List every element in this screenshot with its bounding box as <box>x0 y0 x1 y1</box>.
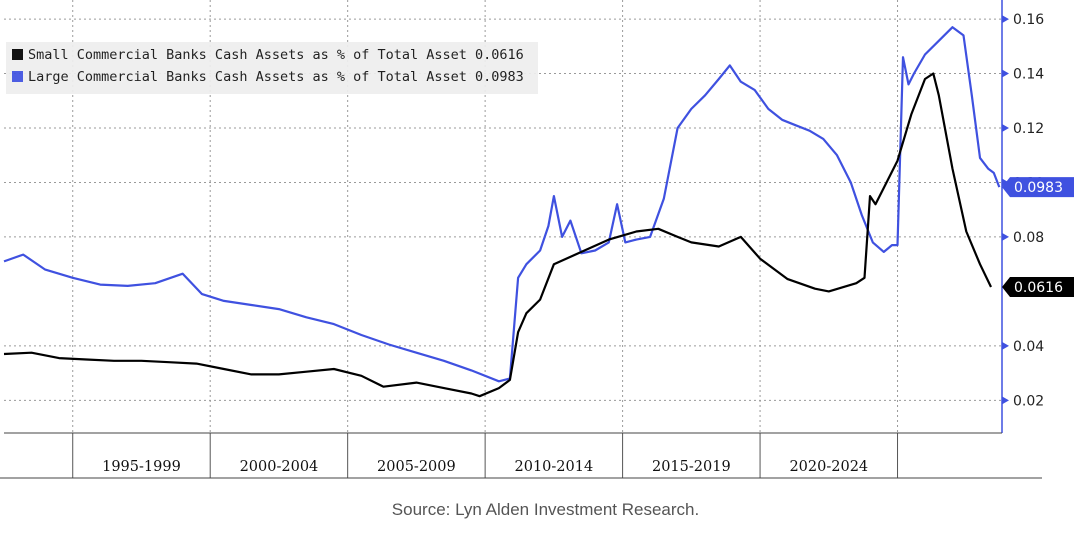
y-tick-label: 0.04 <box>1013 339 1044 355</box>
chart: 0.020.040.080.100.120.140.16 1995-199920… <box>0 0 1074 479</box>
series-line-small-banks <box>3 72 992 398</box>
y-axis-ticks: 0.020.040.080.100.120.140.16 <box>1002 12 1044 409</box>
last-value-label: 0.0616 <box>1014 280 1063 296</box>
grid <box>4 0 1002 433</box>
legend: Small Commercial Banks Cash Assets as % … <box>6 42 538 94</box>
period-separators <box>72 433 899 478</box>
x-period-label: 1995-1999 <box>102 459 181 475</box>
y-tick-label: 0.02 <box>1013 393 1044 409</box>
legend-label-large-banks: Large Commercial Banks Cash Assets as % … <box>28 69 467 85</box>
legend-value-large-banks: 0.0983 <box>475 69 524 85</box>
source-caption: Source: Lyn Alden Investment Research. <box>391 500 700 519</box>
y-tick-marker <box>1002 69 1009 78</box>
y-tick-marker <box>1002 178 1009 187</box>
x-period-label: 2005-2009 <box>377 459 456 475</box>
series-line-large-banks <box>3 26 1001 383</box>
last-value-box <box>1002 177 1074 198</box>
last-value-box <box>1002 277 1074 298</box>
legend-item-large-banks: Large Commercial Banks Cash Assets as % … <box>12 69 524 85</box>
legend-label-small-banks: Small Commercial Banks Cash Assets as % … <box>28 47 467 63</box>
last-value-markers: 0.0616 0.0983 <box>1002 177 1074 298</box>
y-tick-label: 0.08 <box>1013 230 1044 246</box>
x-period-label: 2010-2014 <box>515 459 594 475</box>
last-value-marker-small-banks: 0.0616 <box>1002 277 1074 298</box>
legend-swatch-blue <box>12 71 23 82</box>
y-tick-marker <box>1002 15 1009 24</box>
x-period-label: 2020-2024 <box>789 459 868 475</box>
y-tick-marker <box>1002 123 1009 132</box>
y-tick-label: 0.12 <box>1013 121 1044 137</box>
x-period-label: 2000-2004 <box>240 459 319 475</box>
x-period-label: 2015-2019 <box>652 459 731 475</box>
series-layer <box>3 26 1001 398</box>
y-tick-label: 0.14 <box>1013 67 1044 83</box>
legend-swatch-black <box>12 49 23 60</box>
y-tick-marker <box>1002 232 1009 241</box>
y-tick-marker <box>1002 341 1009 350</box>
x-period-labels: 1995-1999 2000-2004 2005-2009 2010-2014 2015… <box>102 459 868 475</box>
legend-value-small-banks: 0.0616 <box>475 47 524 63</box>
last-value-marker-large-banks: 0.0983 <box>1002 177 1074 198</box>
legend-item-small-banks: Small Commercial Banks Cash Assets as % … <box>12 47 524 63</box>
last-value-label: 0.0983 <box>1014 180 1063 196</box>
y-tick-label: 0.16 <box>1013 12 1044 28</box>
y-tick-marker <box>1002 396 1009 405</box>
